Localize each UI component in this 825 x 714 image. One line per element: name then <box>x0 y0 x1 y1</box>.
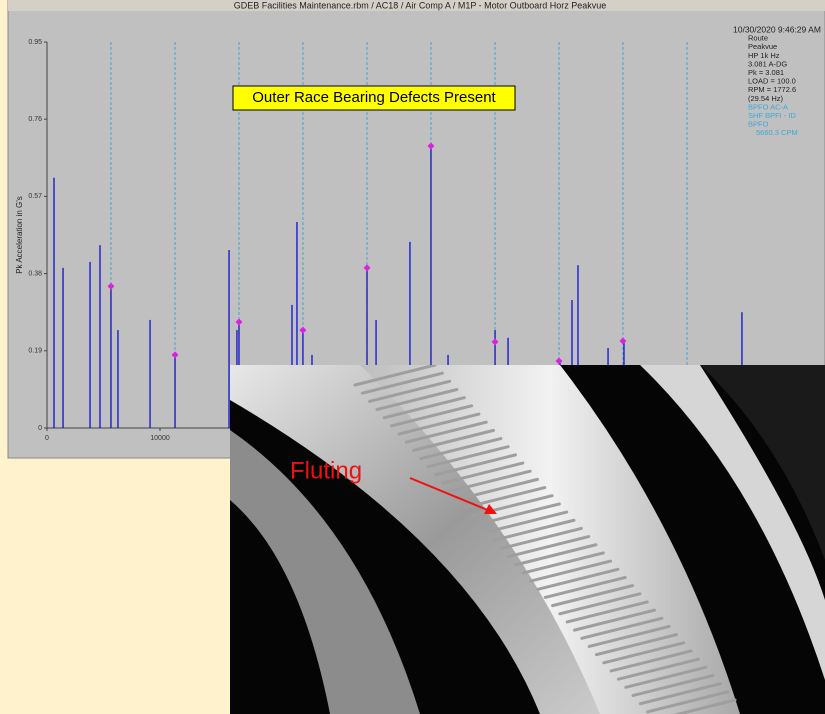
y-tick-label: 0 <box>38 425 42 432</box>
photo <box>230 365 825 714</box>
y-tick-label: 0.76 <box>28 116 42 123</box>
info-highlight: 5660.3 CPM <box>756 128 798 137</box>
slide: GDEB Facilities Maintenance.rbm / AC18 /… <box>0 0 825 714</box>
chart-title: GDEB Facilities Maintenance.rbm / AC18 /… <box>234 0 607 10</box>
info-line: 10/30/2020 9:46:29 AM <box>733 24 821 34</box>
y-tick-label: 0.57 <box>28 193 42 200</box>
x-tick-label: 10000 <box>150 435 170 442</box>
y-tick-label: 0.38 <box>28 270 42 277</box>
y-tick-label: 0.95 <box>28 39 42 46</box>
y-tick-label: 0.19 <box>28 348 42 355</box>
photo-label: Fluting <box>290 457 362 484</box>
annotation: Outer Race Bearing Defects Present <box>252 89 496 106</box>
y-axis-label: Pk Acceleration in G's <box>15 196 24 274</box>
x-tick-label: 0 <box>45 435 49 442</box>
